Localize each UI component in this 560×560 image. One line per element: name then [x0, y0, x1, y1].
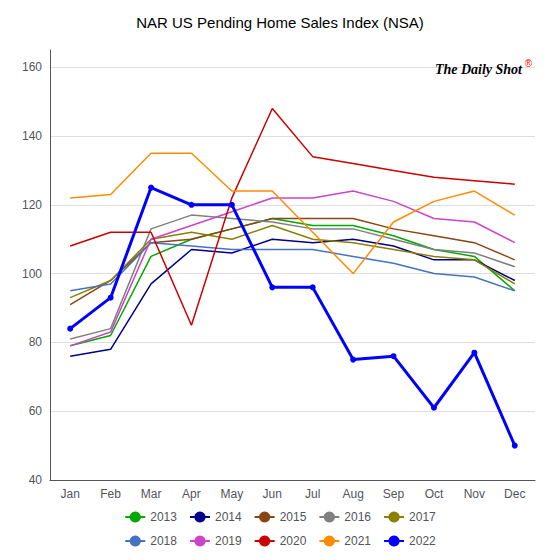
svg-text:2018: 2018 — [150, 534, 177, 548]
svg-text:Mar: Mar — [141, 487, 162, 501]
svg-text:2013: 2013 — [150, 510, 177, 524]
svg-text:Jun: Jun — [263, 487, 282, 501]
svg-text:140: 140 — [22, 129, 42, 143]
svg-text:NAR US Pending Home Sales Inde: NAR US Pending Home Sales Index (NSA) — [136, 14, 424, 31]
svg-text:Nov: Nov — [464, 487, 485, 501]
svg-text:The Daily Shot: The Daily Shot — [435, 62, 523, 77]
svg-text:2014: 2014 — [215, 510, 242, 524]
svg-text:2021: 2021 — [344, 534, 371, 548]
svg-text:2016: 2016 — [344, 510, 371, 524]
svg-text:160: 160 — [22, 60, 42, 74]
svg-text:100: 100 — [22, 267, 42, 281]
svg-text:Jul: Jul — [305, 487, 320, 501]
svg-text:40: 40 — [29, 473, 43, 487]
svg-text:Feb: Feb — [100, 487, 121, 501]
svg-text:80: 80 — [29, 335, 43, 349]
svg-text:2015: 2015 — [280, 510, 307, 524]
svg-text:2019: 2019 — [215, 534, 242, 548]
svg-text:Oct: Oct — [425, 487, 444, 501]
svg-text:120: 120 — [22, 198, 42, 212]
svg-text:60: 60 — [29, 404, 43, 418]
svg-text:®: ® — [525, 58, 533, 69]
svg-text:Sep: Sep — [383, 487, 405, 501]
svg-text:May: May — [221, 487, 244, 501]
svg-text:Apr: Apr — [182, 487, 201, 501]
svg-text:2022: 2022 — [409, 534, 436, 548]
svg-text:2020: 2020 — [280, 534, 307, 548]
svg-text:Jan: Jan — [61, 487, 80, 501]
svg-text:Aug: Aug — [342, 487, 363, 501]
svg-text:Dec: Dec — [504, 487, 525, 501]
svg-text:2017: 2017 — [409, 510, 436, 524]
